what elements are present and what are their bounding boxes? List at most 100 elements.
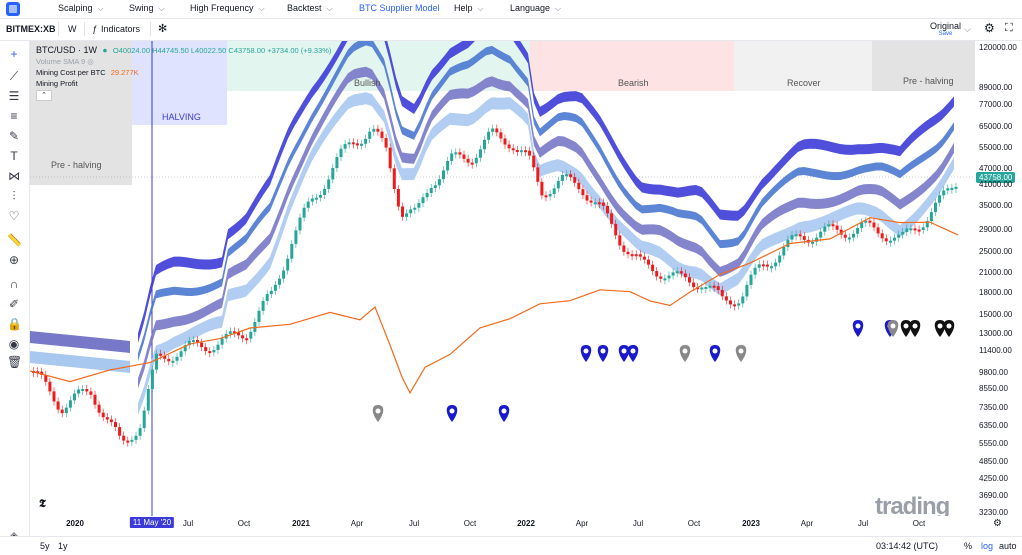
candle [843, 234, 847, 238]
log-toggle[interactable]: log [981, 541, 994, 551]
supplier-band [30, 331, 130, 353]
candle [597, 202, 601, 205]
collapse-legend-icon[interactable]: ⌃ [36, 90, 52, 101]
axis-settings-icon[interactable]: ⚙ [993, 518, 1002, 529]
percent-toggle[interactable]: % [964, 541, 973, 551]
candle [175, 356, 179, 361]
event-pin-icon[interactable] [900, 320, 912, 337]
candle [663, 278, 667, 281]
event-pin-icon[interactable] [498, 405, 510, 422]
candle [52, 391, 56, 402]
candle [495, 128, 499, 133]
fib-icon[interactable]: ≡ [10, 109, 18, 123]
time-tick-label: Oct [687, 519, 701, 528]
menu-high-frequency[interactable]: High Frequency ⌵ [190, 3, 265, 13]
menu-backtest[interactable]: Backtest ⌵ [287, 3, 333, 13]
menu-scalping[interactable]: Scalping ⌵ [58, 3, 104, 13]
indicators-button[interactable]: ƒ Indicators [92, 24, 141, 34]
candle [794, 234, 798, 237]
event-pin-icon[interactable] [709, 345, 721, 362]
event-pin-icon[interactable] [446, 405, 458, 422]
legend-mining-profit[interactable]: Mining Profit [36, 79, 78, 88]
lock-icon[interactable]: 🔒 [7, 317, 22, 331]
utc-clock[interactable]: 03:14:42 (UTC) [876, 541, 939, 551]
zoom-in-icon[interactable]: ⊕ [8, 253, 20, 267]
candle [294, 230, 298, 244]
event-pin-icon[interactable] [618, 345, 630, 362]
price-tick-label: 13000.00 [979, 329, 1013, 338]
candle [130, 439, 134, 442]
symbol-search[interactable]: BITMEX:XB [6, 24, 56, 34]
event-pin-icon[interactable] [909, 320, 921, 337]
scale-mode-selector[interactable]: Original Save [930, 21, 962, 37]
range-5y[interactable]: 5y [40, 541, 50, 551]
settings-gear-icon[interactable]: ✻ [158, 23, 168, 35]
price-tick-label: 4250.00 [979, 474, 1008, 483]
event-pin-icon[interactable] [679, 345, 691, 362]
event-pin-icon[interactable] [627, 345, 639, 362]
fullscreen-icon[interactable]: ⛶ [1005, 22, 1013, 34]
candle [396, 188, 400, 207]
candle [515, 150, 519, 153]
gear-icon[interactable]: ⚙ [984, 21, 995, 35]
legend-volume[interactable]: Volume SMA 9 ◎ [36, 57, 94, 66]
price-axis[interactable]: 43758.00 120000.00 89000.00 77000.00 65000.… [975, 41, 1022, 517]
time-axis[interactable]: 2020 11 May '20 Jul Oct 2021 Apr Jul Oct 2022 Apr… [30, 516, 975, 532]
event-pin-icon[interactable] [943, 320, 955, 337]
chevron-down-icon: ⌵ [258, 4, 265, 13]
event-pin-icon[interactable] [597, 345, 609, 362]
event-pin-icon[interactable] [735, 345, 747, 362]
event-pin-icon[interactable] [372, 405, 384, 422]
time-tick-label: Jul [408, 519, 420, 528]
event-pin-icon[interactable] [852, 320, 864, 337]
eye-icon[interactable]: ◎ [87, 57, 94, 66]
price-tick-label: 120000.00 [979, 43, 1017, 52]
candle [286, 258, 290, 271]
candle [68, 400, 72, 408]
chevron-down-icon[interactable]: ⌵ [964, 24, 971, 34]
lock-drawing-icon[interactable]: ✐ [8, 297, 20, 311]
app-logo-icon[interactable] [6, 2, 20, 16]
candle [737, 303, 741, 306]
magnet-icon[interactable]: ∩ [9, 277, 19, 291]
pattern-icon[interactable]: ⋈ [8, 169, 20, 183]
event-pin-icon[interactable] [887, 320, 899, 337]
time-tick-label: Jul [857, 519, 869, 528]
prediction-icon[interactable]: ⫶ [12, 189, 16, 203]
legend-mining-cost[interactable]: Mining Cost per BTC 29.277K [36, 68, 139, 77]
candle [811, 241, 814, 244]
event-pin-icon[interactable] [934, 320, 946, 337]
price-tick-label: 4850.00 [979, 457, 1008, 466]
menu-help[interactable]: Help ⌵ [454, 3, 484, 13]
eye-icon[interactable]: ◉ [8, 337, 20, 351]
brush-icon[interactable]: ✎ [8, 129, 20, 143]
heart-icon[interactable]: ♡ [8, 209, 20, 223]
candle [724, 296, 728, 301]
text-icon[interactable]: T [10, 149, 18, 163]
range-1y[interactable]: 1y [58, 541, 68, 551]
candle [40, 371, 44, 375]
interval-selector[interactable]: W [68, 24, 77, 34]
chart-pane[interactable]: Pre - halving HALVING Bullish Bearish Re… [30, 41, 975, 516]
candle [934, 202, 937, 213]
ruler-icon[interactable]: 📏 [7, 233, 22, 247]
time-tick-label: 2022 [517, 519, 535, 528]
trash-icon[interactable]: 🗑 [7, 355, 23, 369]
horizontal-lines-icon[interactable]: ☰ [8, 89, 20, 103]
event-pin-icon[interactable] [580, 345, 592, 362]
trend-line-icon[interactable]: ⟋ [9, 69, 19, 83]
function-icon: ƒ [92, 24, 98, 34]
candle [835, 225, 839, 230]
menu-btc-supplier-model[interactable]: BTC Supplier Model [359, 3, 440, 13]
menu-swing[interactable]: Swing ⌵ [129, 3, 165, 13]
price-tick-label: 77000.00 [979, 100, 1013, 109]
tv-logo-icon[interactable]: 𝕿 [39, 498, 46, 510]
candle [577, 182, 581, 190]
candle [376, 128, 380, 132]
menu-language[interactable]: Language ⌵ [510, 3, 562, 13]
candle [302, 207, 306, 218]
candle [425, 193, 429, 198]
crosshair-icon[interactable]: + [10, 47, 18, 61]
region-halving [132, 41, 227, 125]
auto-toggle[interactable]: auto [999, 541, 1017, 551]
